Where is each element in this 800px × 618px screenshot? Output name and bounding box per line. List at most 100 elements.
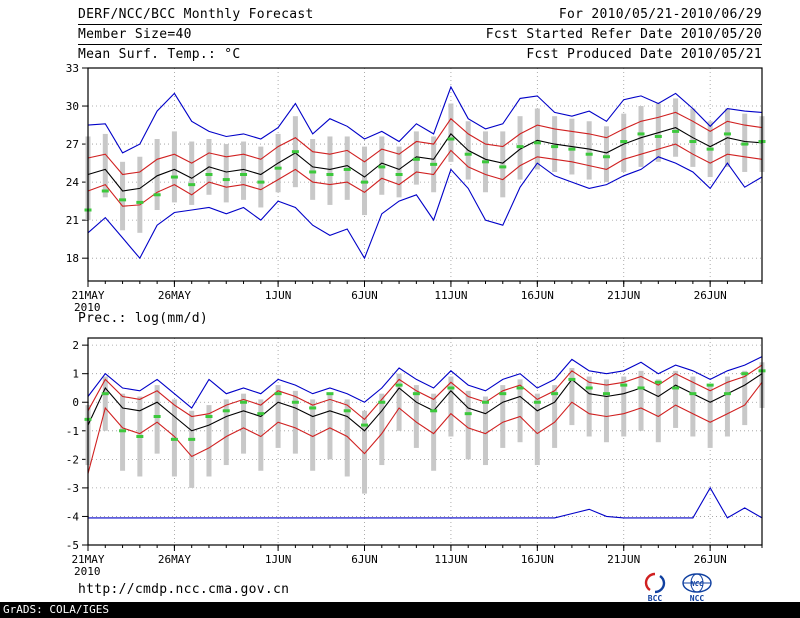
ensemble-spread-bar bbox=[396, 373, 402, 431]
ensemble-spread-bar bbox=[742, 370, 748, 426]
y-tick-label: 2 bbox=[72, 339, 79, 352]
series-lower-bound bbox=[87, 143, 763, 207]
precipitation-chart: -5 -4 -3 -2 -1 0 1 2 21MAY 26MAY 1JUN 6JUN 11JUN 16JU… bbox=[66, 337, 766, 578]
ensemble-spread-bar bbox=[171, 131, 177, 203]
ensemble-spread-bar bbox=[448, 376, 454, 437]
ensemble-spread-bar bbox=[586, 376, 592, 437]
x-tick-label: 26MAY bbox=[158, 553, 191, 566]
ensemble-spread-bar bbox=[292, 390, 298, 454]
ensemble-spread-bar bbox=[638, 106, 644, 167]
ncc-logo-label: NCC bbox=[689, 594, 705, 603]
ncc-logo-icon: NCC bbox=[682, 573, 712, 593]
y-tick-label: -2 bbox=[66, 453, 79, 466]
header: DERF/NCC/BCC Monthly Forecast For 2010/0… bbox=[78, 5, 762, 64]
y-tick-label: 24 bbox=[66, 176, 80, 189]
ensemble-spread-bar bbox=[690, 376, 696, 437]
ensemble-spread-bar bbox=[396, 146, 402, 198]
y-tick-label: -5 bbox=[66, 539, 79, 552]
series-ensemble-max bbox=[87, 85, 763, 154]
x-tick-label: 1JUN bbox=[265, 289, 292, 302]
ensemble-spread-bar bbox=[362, 410, 368, 494]
y-tick-label: 21 bbox=[66, 214, 79, 227]
bcc-logo: BCC bbox=[640, 572, 670, 603]
ensemble-spread-bar bbox=[431, 393, 437, 471]
ensemble-spread-bar bbox=[655, 379, 661, 443]
ensemble-spread-bar bbox=[223, 144, 229, 203]
ensemble-spread-bar bbox=[673, 370, 679, 428]
page-title: DERF/NCC/BCC Monthly Forecast bbox=[78, 7, 314, 22]
x-tick-label: 1JUN bbox=[265, 553, 292, 566]
ensemble-spread-bar bbox=[500, 131, 506, 198]
ensemble-spread-bar bbox=[707, 385, 713, 448]
x-tick-label: 11JUN bbox=[434, 289, 467, 302]
x-tick-label: 21MAY bbox=[71, 553, 104, 566]
ensemble-spread-bar bbox=[327, 136, 333, 205]
ensemble-spread-bar bbox=[258, 399, 264, 471]
ensemble-spread-bar bbox=[327, 393, 333, 460]
ensemble-spread-bar bbox=[552, 385, 558, 448]
ensemble-spread-bar bbox=[189, 141, 195, 205]
ensemble-spread-bar bbox=[102, 133, 108, 198]
x-tick-label: 26JUN bbox=[694, 553, 727, 566]
ensemble-spread-bar bbox=[482, 396, 488, 466]
series-ensemble-mean bbox=[87, 127, 763, 192]
ensemble-spread-bar bbox=[137, 156, 143, 233]
ensemble-spread-bar bbox=[638, 370, 644, 431]
ncc-logo: NCC NCC bbox=[680, 572, 714, 603]
ensemble-spread-bar bbox=[310, 139, 316, 200]
header-row-3: Mean Surf. Temp.: °C Fcst Produced Date … bbox=[78, 45, 762, 64]
x-tick-label: 11JUN bbox=[434, 553, 467, 566]
ensemble-spread-bar bbox=[603, 379, 609, 443]
ensemble-spread-bar bbox=[603, 126, 609, 183]
ensemble-spread-bar bbox=[413, 385, 419, 448]
x-tick-label: 6JUN bbox=[351, 553, 378, 566]
fcst-started-date: Fcst Started Refer Date 2010/05/20 bbox=[485, 27, 762, 42]
bcc-logo-icon bbox=[644, 572, 666, 594]
x-tick-label: 16JUN bbox=[521, 289, 554, 302]
series-ensemble-min bbox=[88, 486, 763, 519]
series-upper-bound bbox=[87, 111, 763, 176]
y-tick-label: 0 bbox=[72, 396, 79, 409]
ensemble-spread-bar bbox=[120, 161, 126, 231]
y-tick-label: 30 bbox=[66, 100, 79, 113]
y-tick-label: 18 bbox=[66, 252, 79, 265]
plot-frame bbox=[87, 67, 763, 282]
ensemble-spread-bar bbox=[534, 108, 540, 170]
grads-credit-bar: GrADS: COLA/IGES bbox=[0, 602, 800, 618]
x-axis-year-label: 2010 bbox=[74, 301, 101, 314]
ensemble-spread-bar bbox=[206, 405, 212, 477]
y-tick-label: -3 bbox=[66, 482, 79, 495]
series-upper-bound bbox=[87, 364, 763, 421]
ensemble-spread-bar bbox=[310, 399, 316, 471]
plot-frame bbox=[87, 337, 763, 546]
prec-panel-title: Prec.: log(mm/d) bbox=[78, 311, 209, 326]
forecast-range: For 2010/05/21-2010/06/29 bbox=[558, 7, 762, 22]
bcc-logo-label: BCC bbox=[647, 594, 663, 603]
series-ensemble-max bbox=[87, 356, 763, 409]
ensemble-spread-bar bbox=[379, 393, 385, 466]
ensemble-spread-bar bbox=[465, 390, 471, 460]
series-lower-bound bbox=[87, 381, 763, 474]
ensemble-spread-bar bbox=[154, 385, 160, 454]
fcst-produced-date: Fcst Produced Date 2010/05/21 bbox=[526, 47, 762, 62]
ensemble-spread-bar bbox=[241, 141, 247, 200]
ensemble-spread-bar bbox=[500, 385, 506, 448]
x-tick-label: 21JUN bbox=[607, 553, 640, 566]
header-row-2: Member Size=40 Fcst Started Refer Date 2… bbox=[78, 25, 762, 45]
ensemble-spread-bar bbox=[448, 103, 454, 162]
temperature-chart: 18 21 24 27 30 33 21MAY 26MAY 1JUN 6JUN 11JUN 16JUN… bbox=[66, 62, 766, 314]
y-tick-label: -1 bbox=[66, 425, 79, 438]
x-tick-label: 21MAY bbox=[71, 289, 104, 302]
ensemble-spread-bar bbox=[517, 379, 523, 443]
header-row-1: DERF/NCC/BCC Monthly Forecast For 2010/0… bbox=[78, 5, 762, 25]
source-url: http://cmdp.ncc.cma.gov.cn bbox=[78, 582, 290, 597]
ensemble-spread-bar bbox=[189, 410, 195, 488]
series-ensemble-min bbox=[87, 156, 763, 260]
ensemble-spread-bar bbox=[569, 367, 575, 426]
x-tick-label: 26JUN bbox=[694, 289, 727, 302]
x-axis-year-label: 2010 bbox=[74, 565, 101, 578]
ensemble-spread-bar bbox=[586, 121, 592, 180]
ensemble-spread-bar bbox=[102, 376, 108, 431]
ensemble-spread-bar bbox=[724, 376, 730, 437]
ensemble-spread-bar bbox=[344, 399, 350, 477]
